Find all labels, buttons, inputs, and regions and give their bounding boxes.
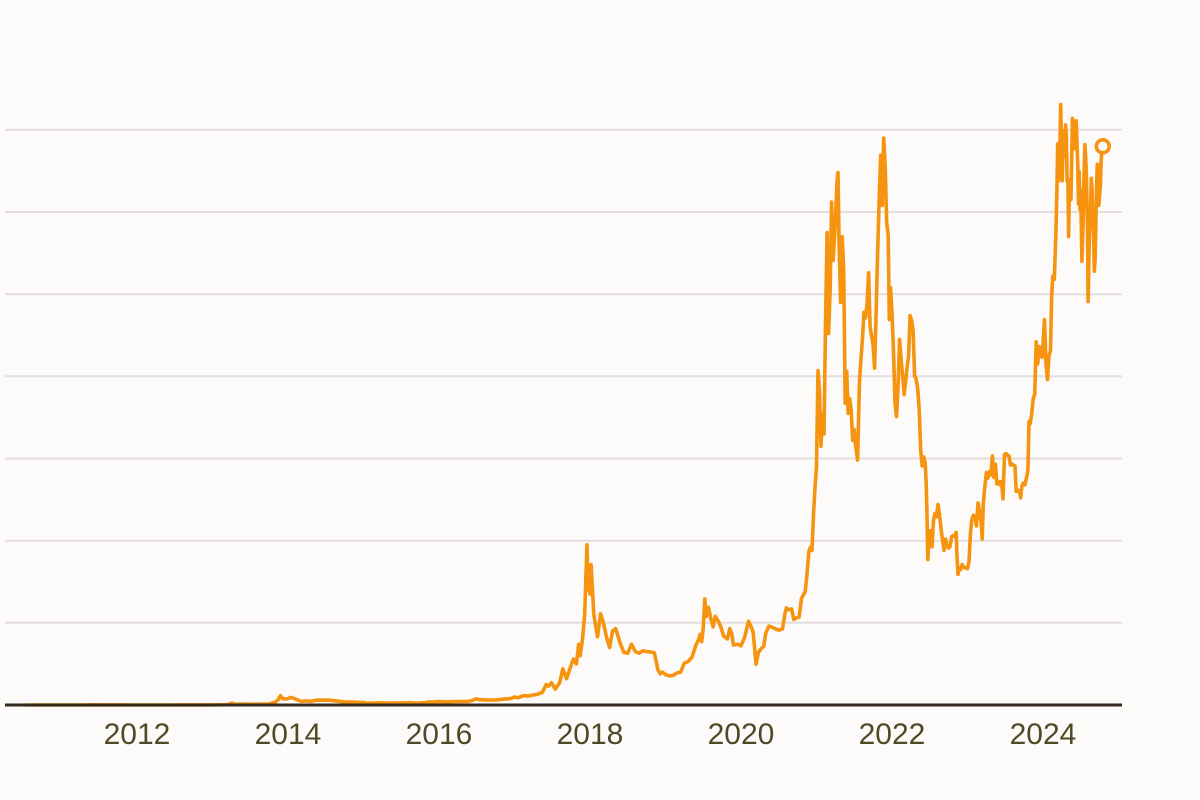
x-tick-label-2024: 2024 xyxy=(1010,718,1077,751)
x-tick-label-2016: 2016 xyxy=(406,718,473,751)
x-tick-label-2012: 2012 xyxy=(104,718,171,751)
x-tick-label-2014: 2014 xyxy=(255,718,322,751)
x-tick-label-2018: 2018 xyxy=(557,718,624,751)
x-tick-label-2022: 2022 xyxy=(859,718,926,751)
x-tick-label-2020: 2020 xyxy=(708,718,775,751)
price-line xyxy=(24,102,1105,707)
latest-value-marker xyxy=(1094,138,1112,155)
